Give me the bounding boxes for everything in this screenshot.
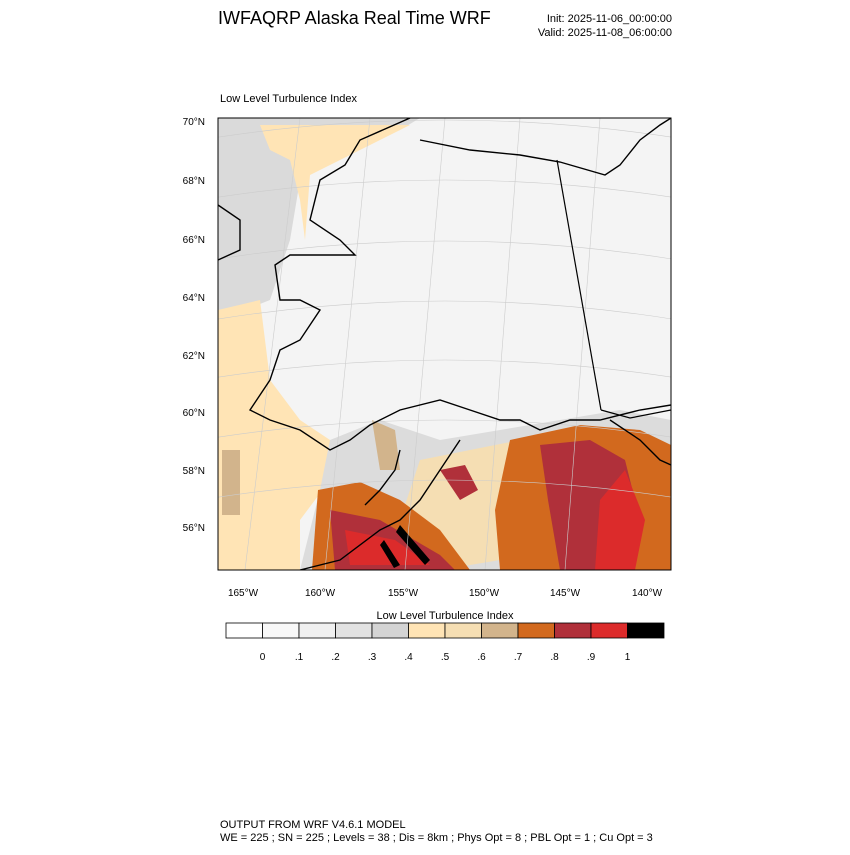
- lon-label: 145°W: [550, 588, 581, 599]
- colorbar-label: .9: [587, 652, 596, 663]
- colorbar-box: [371, 622, 409, 639]
- lat-label: 64°N: [183, 293, 205, 304]
- colorbar-box: [262, 622, 300, 639]
- lat-label: 66°N: [183, 235, 205, 246]
- border: [556, 159, 671, 419]
- colorbar-label: 1: [625, 652, 631, 663]
- map-field: [218, 118, 671, 570]
- colorbar-box: [225, 622, 263, 639]
- lat-label: 68°N: [183, 176, 205, 187]
- lon-label: 165°W: [228, 588, 259, 599]
- colorbar-box: [444, 622, 482, 639]
- colorbar-box: [627, 622, 665, 639]
- map-title: Low Level Turbulence Index: [220, 93, 357, 105]
- lat-label: 56°N: [183, 523, 205, 534]
- init-time: Init: 2025-11-06_00:00:00: [547, 13, 672, 25]
- lon-label: 150°W: [469, 588, 500, 599]
- colorbar-box: [590, 622, 628, 639]
- colorbar-label: .1: [295, 652, 304, 663]
- lat-label: 58°N: [183, 466, 205, 477]
- colorbar-label: .3: [368, 652, 377, 663]
- footer-line: WE = 225 ; SN = 225 ; Levels = 38 ; Dis …: [220, 832, 653, 844]
- colorbar-box: [335, 622, 373, 639]
- colorbar-box: [517, 622, 555, 639]
- colorbar-label: .2: [331, 652, 340, 663]
- colorbar-box: [554, 622, 592, 639]
- valid-time: Valid: 2025-11-08_06:00:00: [538, 27, 672, 39]
- footer-line: OUTPUT FROM WRF V4.6.1 MODEL: [220, 819, 406, 831]
- colorbar: 0 .1 .2 .3 .4 .5 .6 .7 .8 .9 1: [225, 622, 665, 663]
- colorbar-label: .8: [550, 652, 559, 663]
- map-frame: [217, 117, 672, 571]
- coastline: [218, 118, 671, 570]
- lon-label: 160°W: [305, 588, 336, 599]
- colorbar-label: .5: [441, 652, 450, 663]
- lon-label: 140°W: [632, 588, 663, 599]
- lon-label: 155°W: [388, 588, 419, 599]
- colorbar-label: .4: [404, 652, 413, 663]
- colorbar-title: Low Level Turbulence Index: [377, 610, 514, 622]
- colorbar-box: [408, 622, 446, 639]
- colorbar-box: [481, 622, 519, 639]
- lat-label: 62°N: [183, 351, 205, 362]
- lat-label: 60°N: [183, 408, 205, 419]
- colorbar-label: .7: [514, 652, 523, 663]
- title: IWFAQRP Alaska Real Time WRF: [218, 8, 491, 28]
- graticule: [218, 118, 671, 570]
- colorbar-box: [298, 622, 336, 639]
- colorbar-label: .6: [477, 652, 486, 663]
- colorbar-label: 0: [260, 652, 266, 663]
- lat-label: 70°N: [183, 117, 205, 128]
